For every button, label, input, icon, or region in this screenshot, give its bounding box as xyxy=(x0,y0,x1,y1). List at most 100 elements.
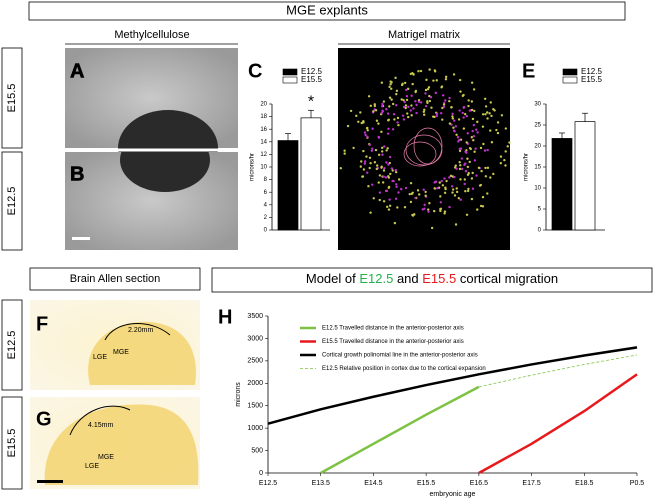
cell-dot xyxy=(465,141,468,144)
cell-dot xyxy=(414,100,417,103)
cell-dot xyxy=(484,175,488,178)
arc xyxy=(69,405,131,436)
cell-dot xyxy=(474,147,477,150)
cell-dot xyxy=(470,100,474,103)
cell-dot xyxy=(436,186,439,190)
cell-dot xyxy=(486,117,489,120)
cell-dot xyxy=(400,98,403,101)
legend-label: E15.5 Travelled distance in the anterior… xyxy=(322,339,464,345)
cell-dot xyxy=(392,179,395,183)
cell-dot xyxy=(467,187,470,191)
cell-dot xyxy=(380,150,384,153)
cell-dot xyxy=(373,103,376,106)
cell-dot xyxy=(479,183,483,187)
y-tick-label: 0 xyxy=(264,228,268,234)
cell-dot xyxy=(489,101,492,104)
panel-label: F xyxy=(36,313,48,335)
cell-dot xyxy=(454,125,458,128)
cell-dot xyxy=(495,128,498,132)
cell-dot xyxy=(444,78,448,81)
cell-dot xyxy=(488,112,491,115)
cell-dot xyxy=(452,129,456,132)
cell-dot xyxy=(458,78,462,82)
annotation: MGE xyxy=(98,454,114,461)
cell-dot xyxy=(493,109,496,112)
cell-dot xyxy=(403,100,406,104)
cell-dot xyxy=(452,126,455,129)
cell-dot xyxy=(481,205,485,208)
cell-dot xyxy=(470,197,474,201)
cell-dot xyxy=(465,114,469,118)
cell-dot xyxy=(420,101,423,104)
cell-dot xyxy=(375,164,379,167)
row-label: E15.5 xyxy=(6,429,18,458)
title-part: Model of xyxy=(306,271,359,286)
cell-dot xyxy=(471,117,475,121)
cell-dot xyxy=(339,167,343,170)
cell-dot xyxy=(374,109,378,112)
bar xyxy=(300,117,322,231)
panel-label: H xyxy=(218,306,232,328)
cell-dot xyxy=(435,79,438,82)
annotation: LGE xyxy=(85,463,99,470)
cell-dot xyxy=(387,163,390,166)
cell-dot xyxy=(370,149,373,152)
cell-dot xyxy=(444,99,447,102)
bar xyxy=(551,138,573,231)
cell-dot xyxy=(385,107,388,111)
cell-dot xyxy=(445,179,448,183)
cell-dot xyxy=(402,98,405,102)
cell-dot xyxy=(368,166,371,170)
x-tick-label: E12.5 xyxy=(259,480,277,487)
cell-dot xyxy=(417,70,420,73)
x-tick-label: E16.5 xyxy=(470,480,488,487)
cell-dot xyxy=(391,102,395,106)
panel-label: B xyxy=(70,163,84,185)
cell-dot xyxy=(373,104,377,108)
cell-dot xyxy=(390,167,394,170)
cell-dot xyxy=(464,170,468,173)
cell-dot xyxy=(388,85,391,89)
significance: * xyxy=(308,94,314,111)
cell-dot xyxy=(377,181,380,184)
cell-dot xyxy=(449,174,453,178)
cell-dot xyxy=(383,166,386,170)
cell-dot xyxy=(451,191,454,194)
cell-dot xyxy=(385,189,389,193)
cell-dot xyxy=(425,78,428,82)
cell-dot xyxy=(470,108,474,112)
cell-dot xyxy=(395,185,398,189)
y-tick-label: 16 xyxy=(260,127,267,133)
cell-dot xyxy=(477,166,481,170)
cell-dot xyxy=(424,88,428,92)
y-tick-label: 1000 xyxy=(247,425,263,432)
cell-dot xyxy=(506,145,509,148)
cell-dot xyxy=(471,129,474,133)
cell-dot xyxy=(364,133,367,137)
panel-label: C xyxy=(248,60,262,82)
cell-dot xyxy=(369,104,373,108)
cell-dot xyxy=(426,88,430,91)
cell-dot xyxy=(448,176,451,179)
y-tick-label: 18 xyxy=(260,114,267,120)
cell-dot xyxy=(504,164,507,167)
cell-dot xyxy=(366,171,369,174)
cell-dot xyxy=(458,138,461,142)
cell-dot xyxy=(404,186,408,190)
cell-dot xyxy=(405,88,408,92)
header-title: MGE explants xyxy=(286,2,368,17)
x-tick-label: E17.5 xyxy=(522,480,540,487)
cell-dot xyxy=(428,68,431,71)
series-line xyxy=(478,373,638,475)
cell-dot xyxy=(388,155,392,159)
cell-dot xyxy=(388,105,391,108)
cell-dot xyxy=(371,127,374,130)
series-line xyxy=(320,385,480,475)
cell-dot xyxy=(424,92,427,95)
row-label: E12.5 xyxy=(6,187,18,216)
cell-dot xyxy=(374,148,378,152)
cell-dot xyxy=(443,210,447,213)
cell-dot xyxy=(406,112,409,115)
y-tick-label: 20 xyxy=(534,144,541,150)
cell-dot xyxy=(372,197,375,200)
